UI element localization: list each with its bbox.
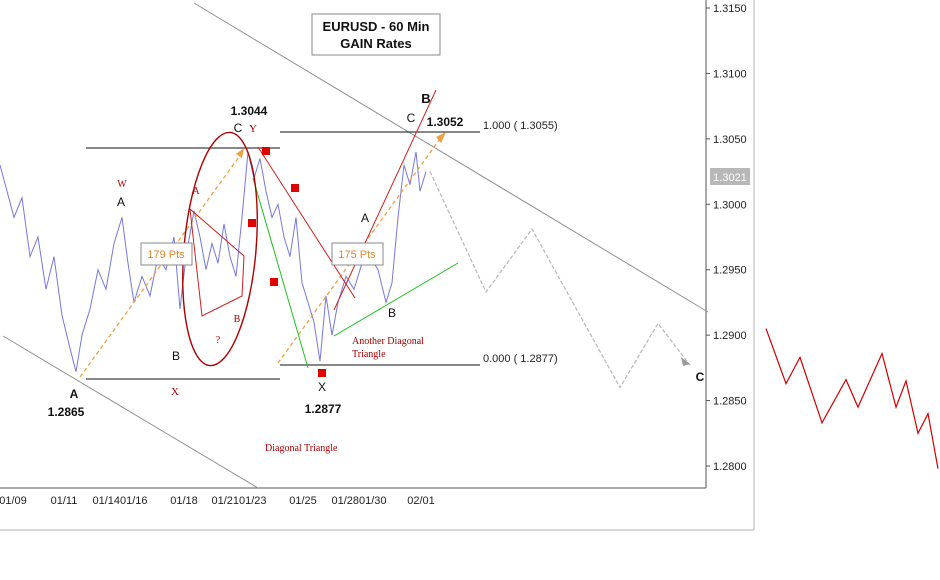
pts-label-179: 179 Pts — [147, 249, 185, 261]
green-trend-line-down — [252, 177, 309, 369]
wave-label-c: C — [234, 121, 243, 135]
wave-label-a: A — [117, 195, 125, 209]
x-tick-label: 02/01 — [407, 495, 435, 507]
y-tick-label: 1.3000 — [713, 199, 747, 211]
wave-label-x: X — [318, 380, 326, 394]
y-axis-ticks: 1.3150 1.3100 1.3050 1.3000 1.2950 1.2900 1.28… — [706, 3, 747, 473]
projection-path — [429, 171, 691, 389]
red-trend-line-up — [333, 89, 437, 311]
projection-arrow — [681, 357, 690, 366]
lower-channel-line — [2, 335, 259, 489]
pivot-marker — [291, 184, 299, 192]
wave-label-a: A — [70, 387, 79, 401]
pivot-marker — [318, 369, 326, 377]
wave-label-b: B — [172, 349, 180, 363]
pts-box-175 — [331, 242, 384, 266]
pts-box-179 — [140, 242, 193, 266]
note-line-1: Another Diagonal — [352, 336, 424, 347]
measure-arrow-179 — [236, 148, 244, 158]
pivot-marker — [248, 219, 256, 227]
pivot-marker — [270, 278, 278, 286]
wave-label-a: A — [361, 211, 369, 225]
x-tick-label: 01/1401/16 — [92, 495, 147, 507]
y-tick-label: 1.2950 — [713, 265, 747, 277]
y-tick-label: 1.2850 — [713, 396, 747, 408]
pivot-marker — [262, 147, 270, 155]
x-tick-label: 01/2101/23 — [211, 495, 266, 507]
x-tick-label: 01/18 — [170, 495, 198, 507]
red-trend-line-down — [257, 146, 356, 299]
pivot-label-1-3044: 1.3044 — [231, 104, 268, 118]
title-box — [311, 13, 441, 56]
last-price-badge — [710, 168, 750, 185]
wave-label-b: B — [388, 306, 396, 320]
chart-subtitle: GAIN Rates — [340, 36, 412, 51]
x-tick-label: 01/25 — [289, 495, 317, 507]
upper-channel-line — [193, 2, 709, 313]
green-trend-line-up — [333, 262, 459, 337]
x-tick-label: 01/11 — [51, 495, 78, 507]
y-tick-label: 1.3050 — [713, 134, 747, 146]
pivot-label-1-2877: 1.2877 — [305, 402, 342, 416]
x-axis-ticks: 01/09 01/11 01/1401/16 01/18 01/2101/23 01/25… — [0, 495, 435, 507]
chart-title: EURUSD - 60 Min — [323, 19, 430, 34]
red-wave-label-question: ? — [216, 335, 221, 346]
y-tick-label: 1.2800 — [713, 461, 747, 473]
note-line-2: Triangle — [352, 349, 386, 360]
pivot-label-1-3052: 1.3052 — [427, 115, 464, 129]
red-wave-label-b: B — [234, 314, 241, 325]
wave-label-b-major: B — [421, 91, 430, 106]
pivot-label-1-2865: 1.2865 — [48, 405, 85, 419]
red-wave-label-y: Y — [249, 123, 257, 135]
x-tick-label: 01/09 — [0, 495, 27, 507]
note-another-diagonal-triangle: Another Diagonal Triangle — [352, 336, 426, 360]
price-series-line — [0, 151, 427, 372]
y-tick-label: 1.3100 — [713, 68, 747, 80]
red-wave-label-w: W — [117, 179, 127, 190]
y-tick-label: 1.2900 — [713, 330, 747, 342]
fib-0-label: 0.000 ( 1.2877) — [483, 353, 558, 365]
wave-label-c-projection: C — [696, 370, 705, 384]
x-tick-label: 01/2801/30 — [331, 495, 386, 507]
note-diagonal-triangle: Diagonal Triangle — [265, 443, 338, 454]
outside-red-path — [765, 328, 939, 469]
fib-100-label: 1.000 ( 1.3055) — [483, 120, 558, 132]
red-wave-label-x: X — [171, 386, 179, 398]
pts-label-175: 175 Pts — [338, 249, 376, 261]
red-wave-label-a: A — [192, 186, 200, 197]
red-triangle — [189, 208, 245, 317]
y-tick-label: 1.3150 — [713, 3, 747, 15]
last-price-label: 1.3021 — [713, 172, 747, 184]
wave-label-c: C — [407, 111, 416, 125]
measure-arrow-175 — [436, 132, 446, 143]
